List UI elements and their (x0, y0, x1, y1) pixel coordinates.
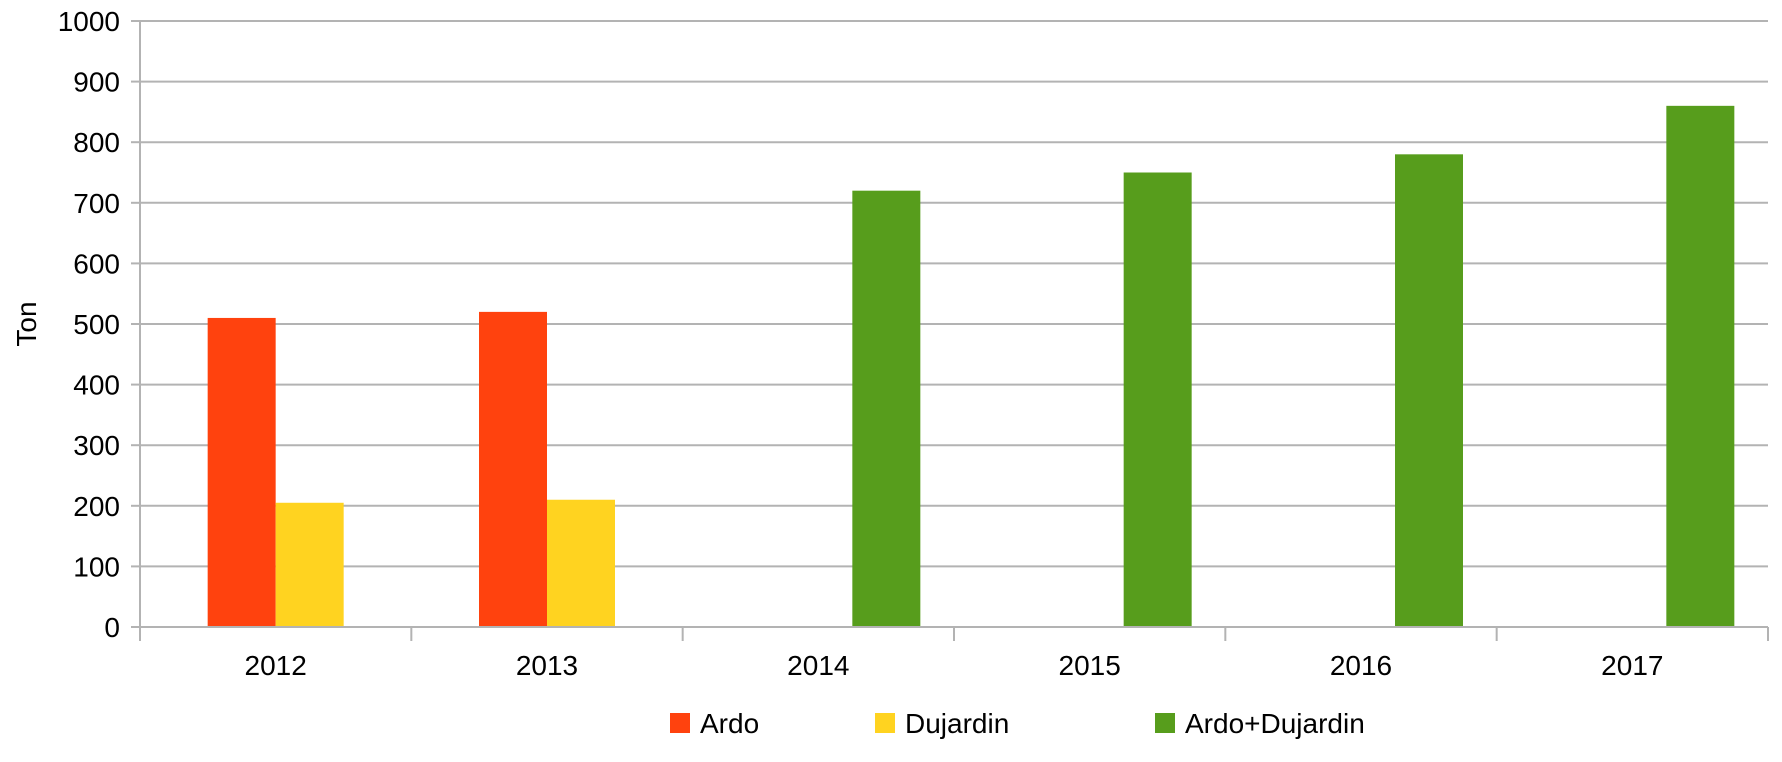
y-tick-label: 100 (73, 551, 120, 582)
y-tick-label: 0 (104, 612, 120, 643)
legend-swatch (875, 713, 895, 733)
legend-label: Dujardin (905, 708, 1009, 739)
y-tick-labels: 0 100 200 300 400 500 600 700 800 900 1000 (58, 6, 120, 643)
bar-dujardin-2012 (275, 502, 344, 627)
y-axis-title: Ton (11, 301, 42, 346)
y-tick-label: 800 (73, 127, 120, 158)
y-tick-label: 900 (73, 67, 120, 98)
legend: Ardo Dujardin Ardo+Dujardin (670, 708, 1365, 739)
gridlines (131, 20, 1769, 641)
x-tick-label: 2016 (1330, 650, 1392, 681)
y-tick-label: 700 (73, 188, 120, 219)
legend-swatch (670, 713, 690, 733)
bar-dujardin-2013 (547, 499, 615, 627)
bars (207, 105, 1735, 628)
y-tick-label: 500 (73, 309, 120, 340)
bar-ardo-dujardin-2015 (1123, 172, 1192, 627)
bar-ardo-dujardin-2014 (852, 190, 921, 627)
y-tick-label: 200 (73, 491, 120, 522)
axes (139, 21, 1768, 628)
legend-label: Ardo (700, 708, 759, 739)
x-tick-labels: 2012 2013 2014 2015 2016 2017 (245, 650, 1664, 681)
x-tick-label: 2012 (245, 650, 307, 681)
legend-label: Ardo+Dujardin (1185, 708, 1365, 739)
legend-swatch (1155, 713, 1175, 733)
bar-ardo-dujardin-2016 (1395, 154, 1463, 627)
x-tick-label: 2015 (1059, 650, 1121, 681)
x-tick-label: 2013 (516, 650, 578, 681)
x-tick-label: 2017 (1601, 650, 1663, 681)
bar-ardo-dujardin-2017 (1666, 105, 1735, 628)
y-tick-label: 1000 (58, 6, 120, 37)
y-tick-label: 400 (73, 370, 120, 401)
y-tick-label: 300 (73, 430, 120, 461)
bar-ardo-2013 (479, 311, 547, 627)
y-tick-label: 600 (73, 248, 120, 279)
bar-ardo-2012 (207, 317, 276, 627)
x-tick-label: 2014 (787, 650, 849, 681)
